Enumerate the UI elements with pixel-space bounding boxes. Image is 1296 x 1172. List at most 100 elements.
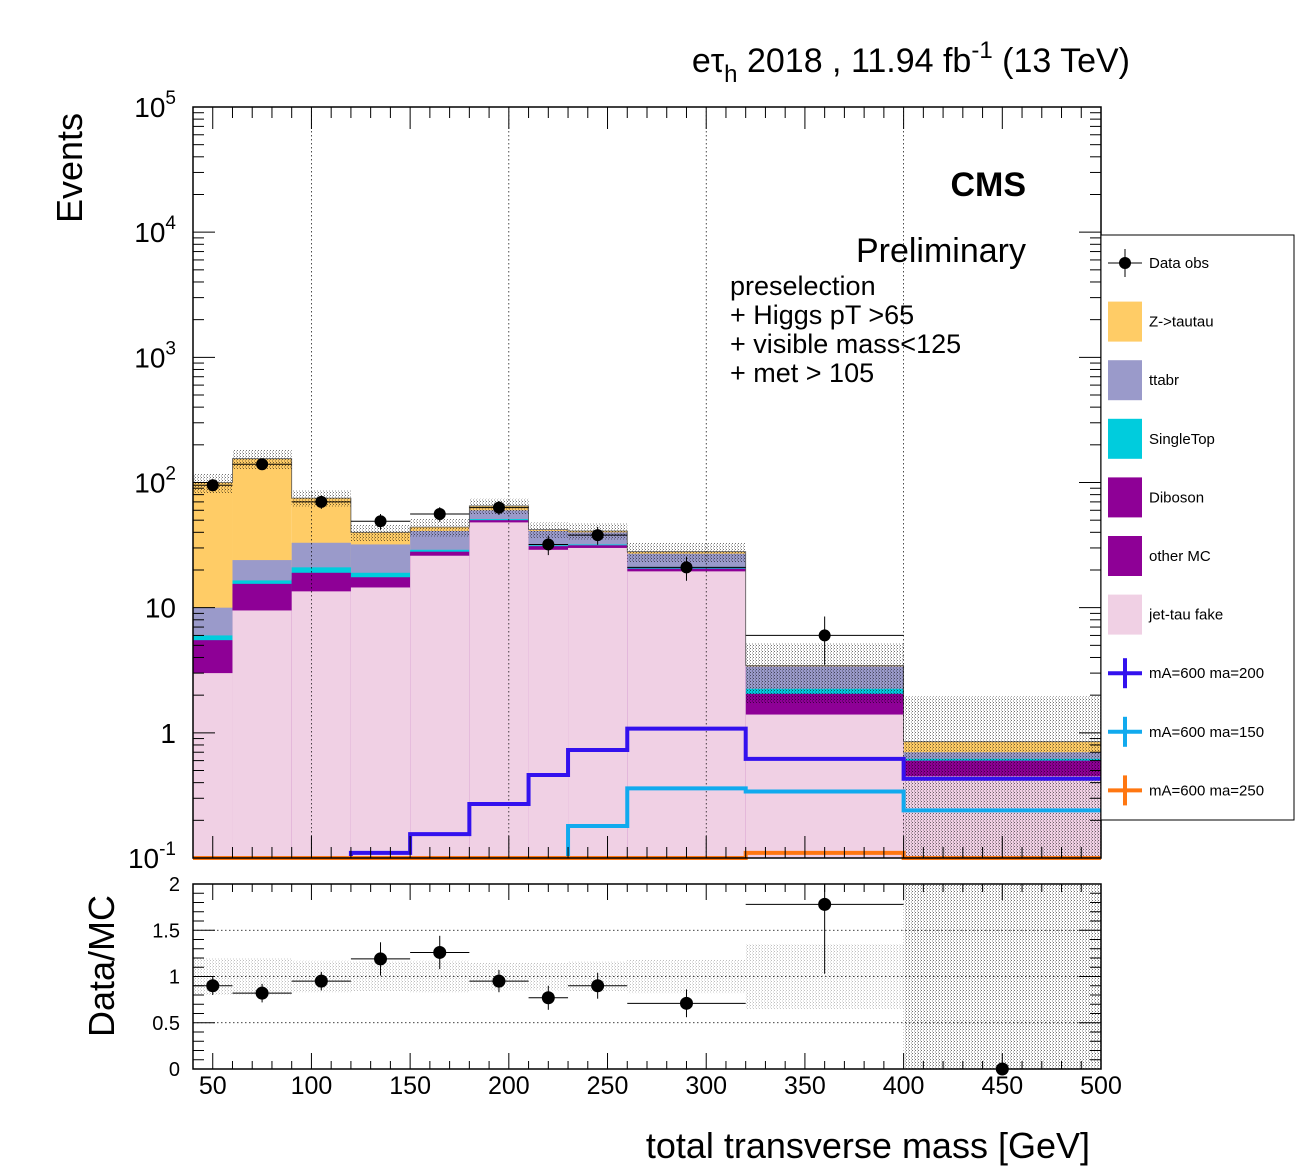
preliminary-label: Preliminary: [856, 232, 1026, 270]
stack-bar: [469, 522, 529, 858]
data-point: [374, 515, 387, 528]
stack-bar: [528, 549, 569, 858]
selection-text: preselection+ Higgs pT >65+ visible mass…: [730, 271, 961, 388]
main-grid: [311, 107, 904, 858]
signal-line: [566, 786, 1101, 858]
ratio-y-tick-label: 0.5: [152, 1013, 180, 1035]
ratio-ylabel: Data/MC: [81, 895, 122, 1037]
ratio-point: [374, 952, 388, 966]
data-point: [492, 501, 505, 514]
ratio-y-tick-label: 1.5: [152, 920, 180, 942]
y-tick-exp: 5: [165, 88, 176, 109]
legend-label: Diboson: [1149, 489, 1204, 506]
x-tick-label: 400: [883, 1072, 925, 1100]
ratio-grid: [193, 929, 1101, 1024]
y-tick-label: 104: [134, 213, 176, 248]
ratio-point: [591, 979, 605, 993]
stack-bar: [568, 547, 628, 858]
data-point: [433, 508, 446, 521]
x-tick-label: 150: [389, 1072, 431, 1100]
ratio-point: [679, 996, 693, 1010]
cms-label: CMS: [950, 166, 1026, 204]
y-tick-label: 10: [145, 593, 176, 624]
data-point: [206, 479, 219, 492]
x-tick-label: 450: [981, 1072, 1023, 1100]
error-band: [410, 519, 470, 537]
y-tick-base: 10: [134, 92, 165, 123]
x-tick-label: 350: [784, 1072, 826, 1100]
ratio-point: [818, 897, 832, 911]
main-data-points: [193, 458, 904, 665]
legend-data-marker: [1119, 257, 1131, 269]
selection-line: preselection: [730, 271, 876, 301]
error-band: [627, 542, 746, 563]
y-tick-base: 10: [145, 593, 176, 624]
header-title: eτh 2018 , 11.94 fb-1 (13 TeV): [692, 37, 1130, 88]
stack-bar: [350, 587, 411, 858]
ratio-y-tick-label: 0: [169, 1059, 180, 1081]
data-point: [591, 529, 604, 542]
legend-swatch: [1108, 301, 1142, 342]
ratio-point: [206, 979, 220, 993]
y-tick-exp: 2: [165, 464, 176, 485]
x-tick-label: 300: [685, 1072, 727, 1100]
data-point: [680, 561, 693, 574]
y-tick-base: 10: [134, 217, 165, 248]
legend-label: mA=600 ma=150: [1149, 724, 1264, 741]
y-tick-label: 103: [134, 338, 176, 373]
legend-label: Data obs: [1149, 255, 1209, 272]
error-band: [528, 522, 569, 538]
stack-bar: [193, 673, 233, 858]
legend-swatch: [1108, 360, 1142, 401]
ratio-point: [255, 986, 269, 1000]
x-tick-label: 200: [488, 1072, 530, 1100]
legend-label: Z->tautau: [1149, 314, 1214, 331]
selection-line: + met > 105: [730, 358, 874, 388]
ratio-point: [541, 991, 555, 1005]
x-tick-label: 100: [291, 1072, 333, 1100]
legend-label: ttabr: [1149, 372, 1179, 389]
ratio-y-tick-label: 2: [169, 874, 180, 896]
y-tick-base: 10: [134, 342, 165, 373]
data-point: [818, 629, 831, 642]
main-ylabel: Events: [49, 113, 90, 223]
stack-bar: [291, 591, 351, 858]
y-tick-exp: 3: [165, 338, 176, 359]
y-tick-exp: 4: [165, 213, 176, 234]
legend-label: mA=600 ma=250: [1149, 782, 1264, 799]
ratio-point: [433, 945, 447, 959]
ratio-y-tick-label: 1: [169, 967, 180, 989]
data-point: [542, 538, 555, 551]
data-point: [315, 495, 328, 508]
main-error-band: [193, 449, 1101, 858]
selection-line: + visible mass<125: [730, 329, 961, 359]
data-point: [256, 458, 269, 471]
x-tick-label: 50: [199, 1072, 227, 1100]
legend-swatch: [1108, 594, 1142, 635]
ratio-point: [492, 974, 506, 988]
stack-bar: [232, 610, 292, 858]
legend-label: jet-tau fake: [1148, 607, 1223, 624]
legend-swatch: [1108, 536, 1142, 576]
y-tick-base: 10: [128, 843, 159, 874]
y-tick-label: 10-1: [128, 839, 176, 874]
selection-line: + Higgs pT >65: [730, 300, 914, 330]
y-tick-base: 1: [160, 718, 176, 749]
y-tick-base: 10: [134, 468, 165, 499]
legend-label: mA=600 ma=200: [1149, 665, 1264, 682]
y-tick-label: 102: [134, 464, 176, 499]
legend-label: SingleTop: [1149, 431, 1215, 448]
legend-swatch: [1108, 418, 1142, 459]
x-axis-label: total transverse mass [GeV]: [646, 1125, 1090, 1166]
y-tick-label: 1: [160, 718, 176, 749]
y-tick-exp: -1: [159, 839, 176, 860]
ratio-point: [314, 974, 328, 988]
legend-label: other MC: [1149, 548, 1211, 565]
error-band: [350, 524, 411, 542]
legend-swatch: [1108, 477, 1142, 518]
y-tick-label: 105: [134, 88, 176, 123]
stack-bar: [410, 555, 470, 858]
